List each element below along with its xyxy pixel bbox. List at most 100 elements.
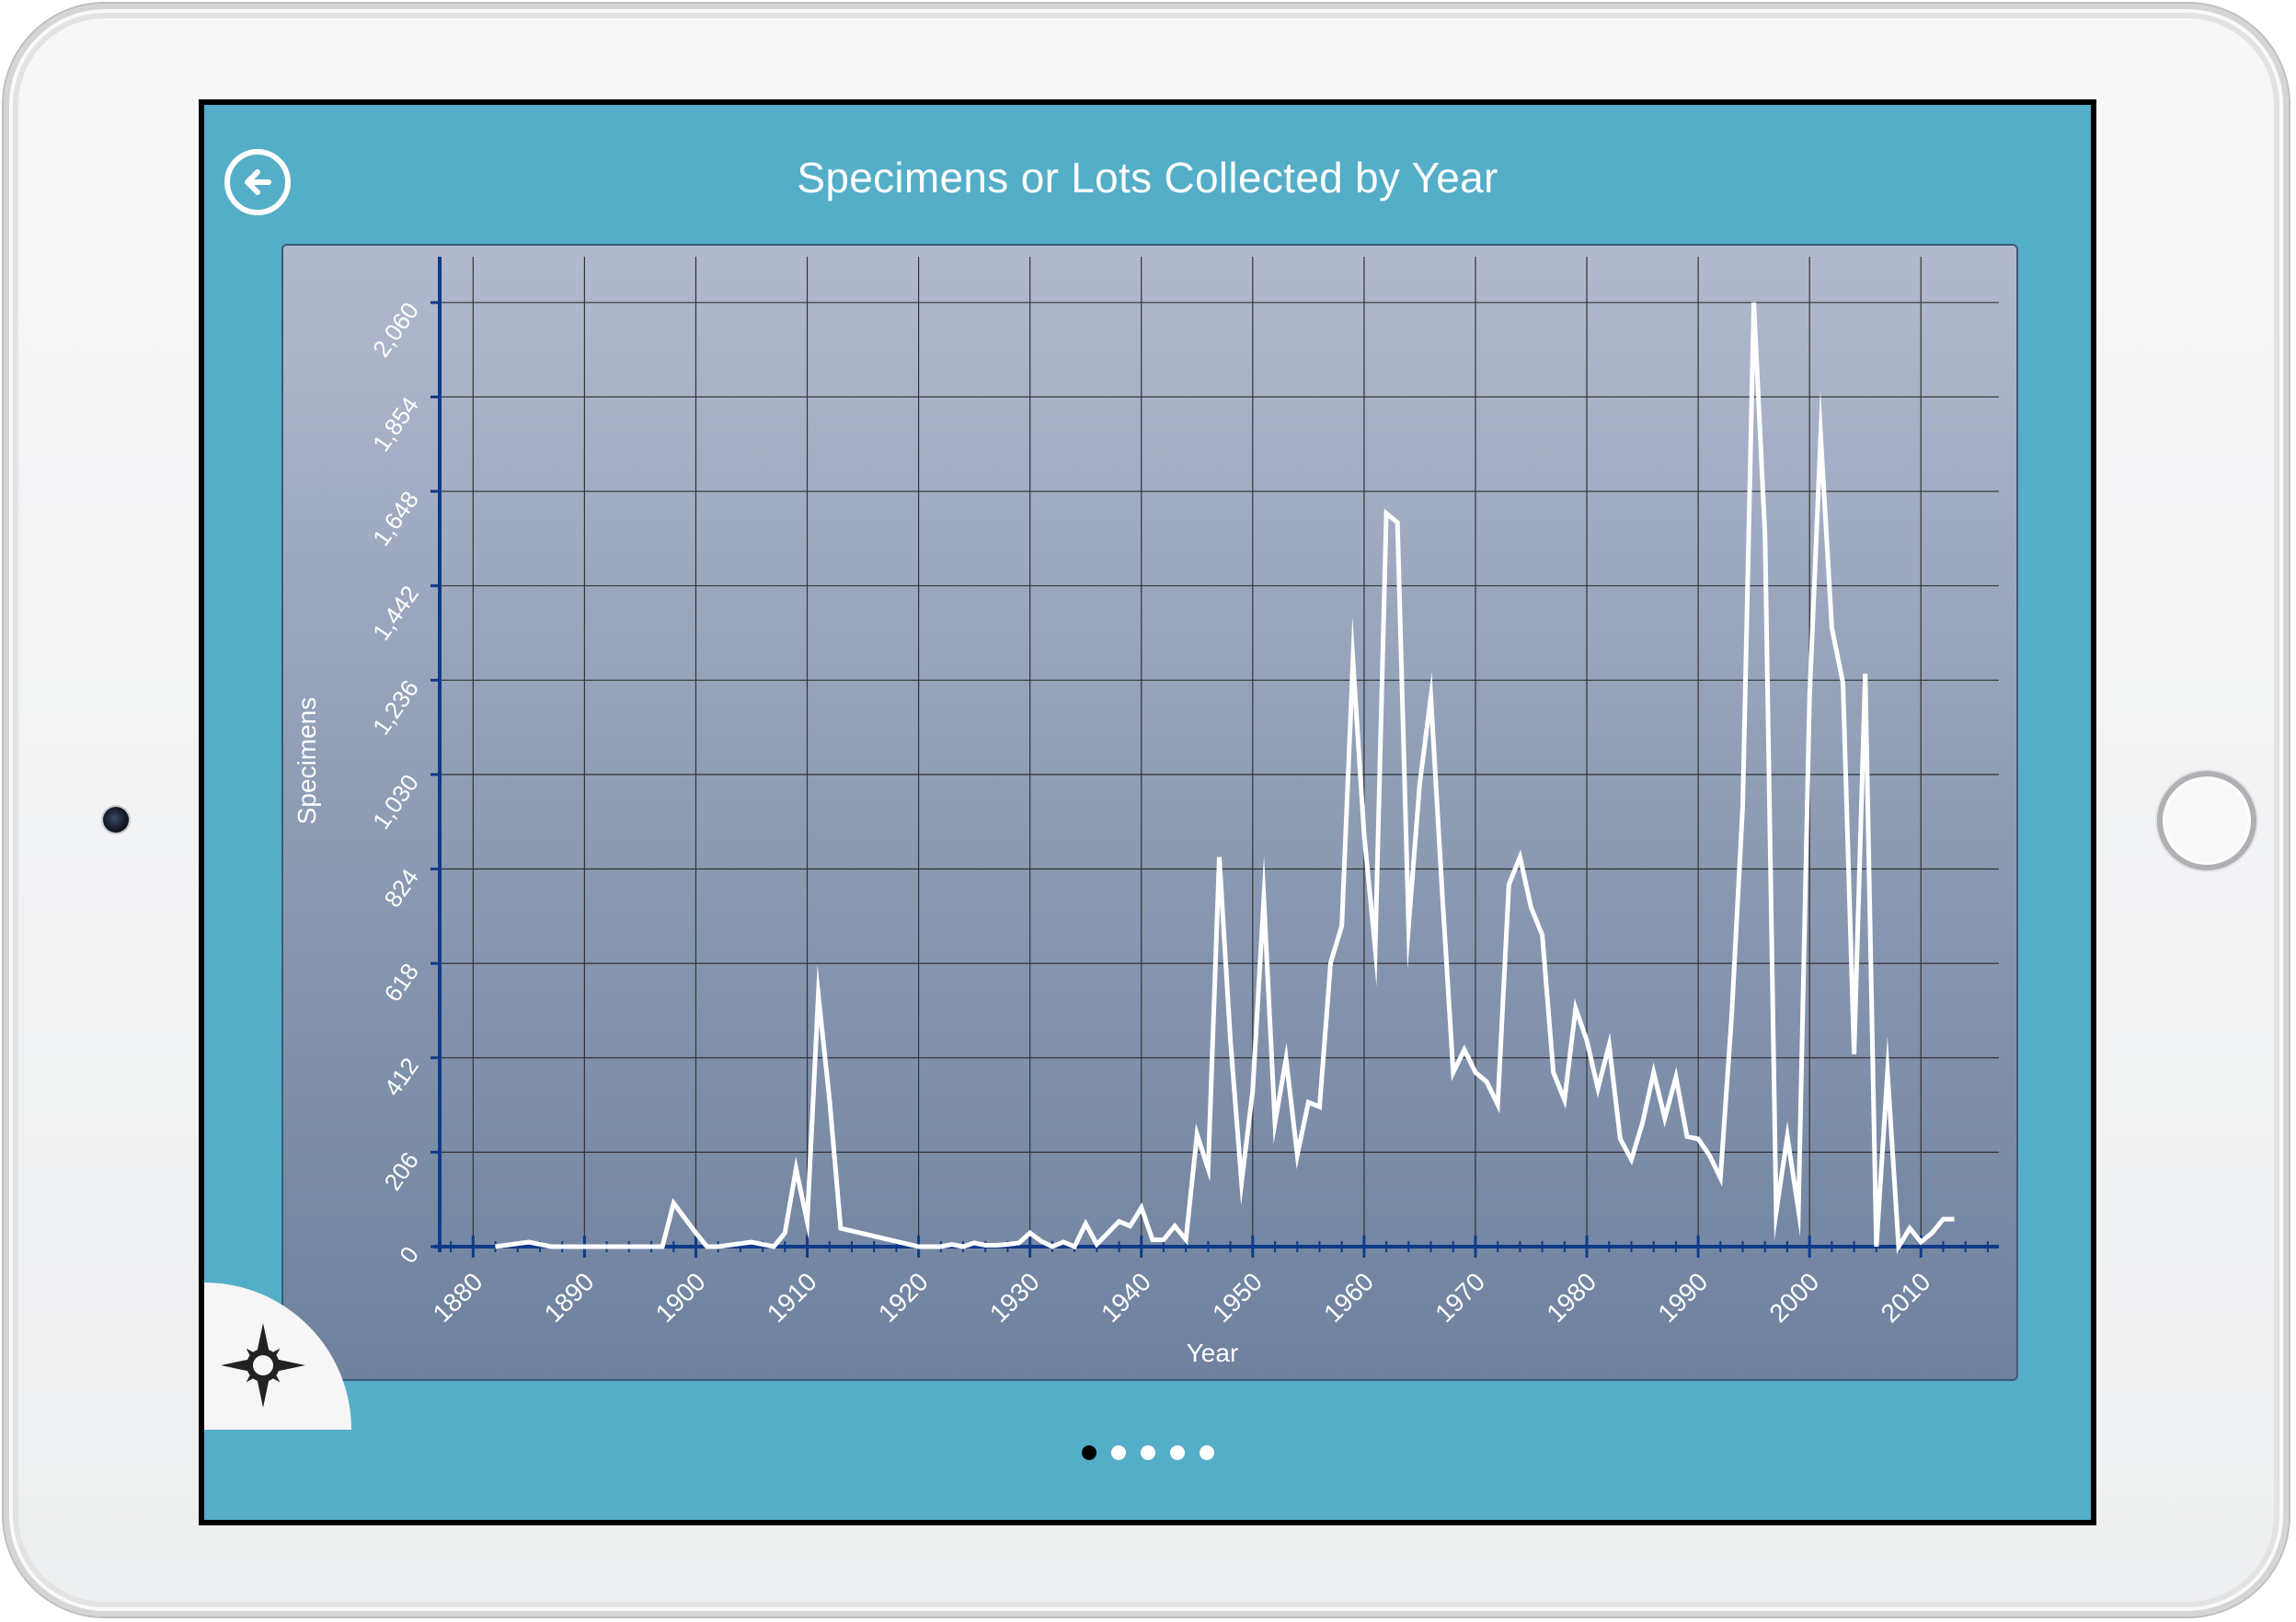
data-point <box>1207 1168 1210 1170</box>
data-point <box>1129 1225 1131 1227</box>
data-point <box>1486 1080 1488 1083</box>
data-point <box>1552 1071 1555 1074</box>
data-point <box>1028 1232 1031 1235</box>
data-point <box>1085 1223 1087 1225</box>
tick-labels: 0 206 412 618 824 1,030 1,236 1,442 1,648 1,854 2,… <box>367 297 1935 1328</box>
data-point <box>1475 1071 1477 1074</box>
data-point <box>494 1246 497 1248</box>
data-point <box>773 1246 775 1248</box>
page-indicator[interactable] <box>204 1445 2091 1460</box>
data-point <box>1174 1225 1177 1227</box>
x-tick-label: 1980 <box>1541 1267 1601 1328</box>
x-tick-label: 1940 <box>1096 1267 1156 1328</box>
data-point <box>1864 673 1866 675</box>
data-point <box>751 1241 753 1244</box>
data-point <box>828 1099 831 1101</box>
data-point <box>784 1232 786 1235</box>
data-point <box>806 1220 809 1223</box>
page-dot[interactable] <box>1199 1445 1214 1460</box>
data-point <box>1251 1089 1254 1092</box>
data-point <box>1374 948 1377 950</box>
data-point <box>1686 1135 1689 1138</box>
data-point <box>1140 1206 1142 1209</box>
home-button[interactable] <box>2157 771 2256 870</box>
y-tick-label: 618 <box>378 958 423 1007</box>
y-tick-label: 206 <box>378 1147 423 1196</box>
y-tick-label: 412 <box>378 1053 423 1101</box>
data-point <box>1931 1232 1934 1235</box>
data-point <box>1262 897 1265 900</box>
y-tick-label: 1,236 <box>367 675 424 741</box>
page-dot[interactable] <box>1081 1445 1096 1460</box>
app-view: Specimens or Lots Collected by Year 0 206… <box>204 105 2091 1520</box>
data-point <box>1463 1048 1465 1051</box>
data-point <box>661 1246 664 1248</box>
x-tick-label: 1950 <box>1207 1267 1268 1328</box>
data-point <box>1497 1103 1499 1106</box>
page-dot[interactable] <box>1140 1445 1155 1460</box>
page-dot[interactable] <box>1169 1445 1185 1460</box>
data-point <box>1663 1117 1666 1120</box>
front-camera <box>103 807 129 833</box>
data-point <box>1953 1218 1956 1221</box>
data-point <box>1229 1039 1232 1041</box>
page-dot[interactable] <box>1110 1445 1126 1460</box>
data-point <box>1652 1071 1655 1074</box>
data-point <box>1385 512 1388 515</box>
data-point <box>1418 782 1421 785</box>
x-tick-label: 2010 <box>1876 1267 1936 1328</box>
data-point <box>1396 521 1399 523</box>
back-button[interactable] <box>224 149 291 215</box>
data-point <box>1619 1137 1622 1140</box>
data-point <box>950 1243 953 1246</box>
grid <box>440 257 1999 1247</box>
x-tick-label: 1910 <box>762 1267 822 1328</box>
data-point <box>1808 696 1811 698</box>
x-tick-label: 1970 <box>1429 1267 1490 1328</box>
data-point <box>1875 1246 1877 1248</box>
data-point <box>1329 961 1332 964</box>
data-point <box>795 1168 798 1170</box>
data-point <box>1362 833 1365 835</box>
x-tick-label: 1990 <box>1652 1267 1713 1328</box>
y-tick-label: 1,854 <box>367 392 424 457</box>
data-point <box>1073 1246 1076 1248</box>
data-point <box>984 1244 987 1247</box>
data-point <box>1452 1071 1454 1074</box>
data-point <box>1763 535 1766 537</box>
data-point <box>1519 856 1521 858</box>
data-point <box>1285 1057 1288 1060</box>
x-tick-label: 1880 <box>428 1267 488 1328</box>
data-point <box>1697 1137 1700 1140</box>
data-point <box>1641 1122 1644 1124</box>
y-tick-label: 1,030 <box>367 769 424 834</box>
data-point <box>1563 1099 1566 1101</box>
data-point <box>1752 301 1755 304</box>
data-point <box>1898 1246 1900 1248</box>
data-point <box>1586 1039 1589 1041</box>
data-point <box>1240 1181 1243 1184</box>
data-point <box>1151 1238 1154 1241</box>
data-point <box>1719 1177 1722 1179</box>
data-point <box>1741 805 1744 808</box>
data-point <box>962 1246 965 1248</box>
page-title: Specimens or Lots Collected by Year <box>797 154 1498 201</box>
data-point <box>1541 934 1544 937</box>
data-point <box>550 1246 553 1248</box>
axes <box>430 257 1999 1258</box>
data-point <box>1674 1076 1677 1078</box>
data-point <box>1774 1211 1777 1214</box>
data-point <box>1597 1087 1600 1090</box>
data-point <box>1096 1243 1098 1246</box>
data-point <box>928 1246 931 1248</box>
back-arrow-circle-icon <box>245 169 271 195</box>
data-point <box>1608 1043 1611 1046</box>
data-point <box>1786 1135 1789 1138</box>
data-point <box>1909 1227 1911 1230</box>
y-tick-label: 824 <box>378 864 423 913</box>
data-point <box>1530 906 1533 909</box>
data-point <box>1797 1209 1800 1212</box>
x-tick-label: 1900 <box>650 1267 711 1328</box>
x-tick-label: 1960 <box>1318 1267 1379 1328</box>
data-point <box>1118 1220 1120 1223</box>
